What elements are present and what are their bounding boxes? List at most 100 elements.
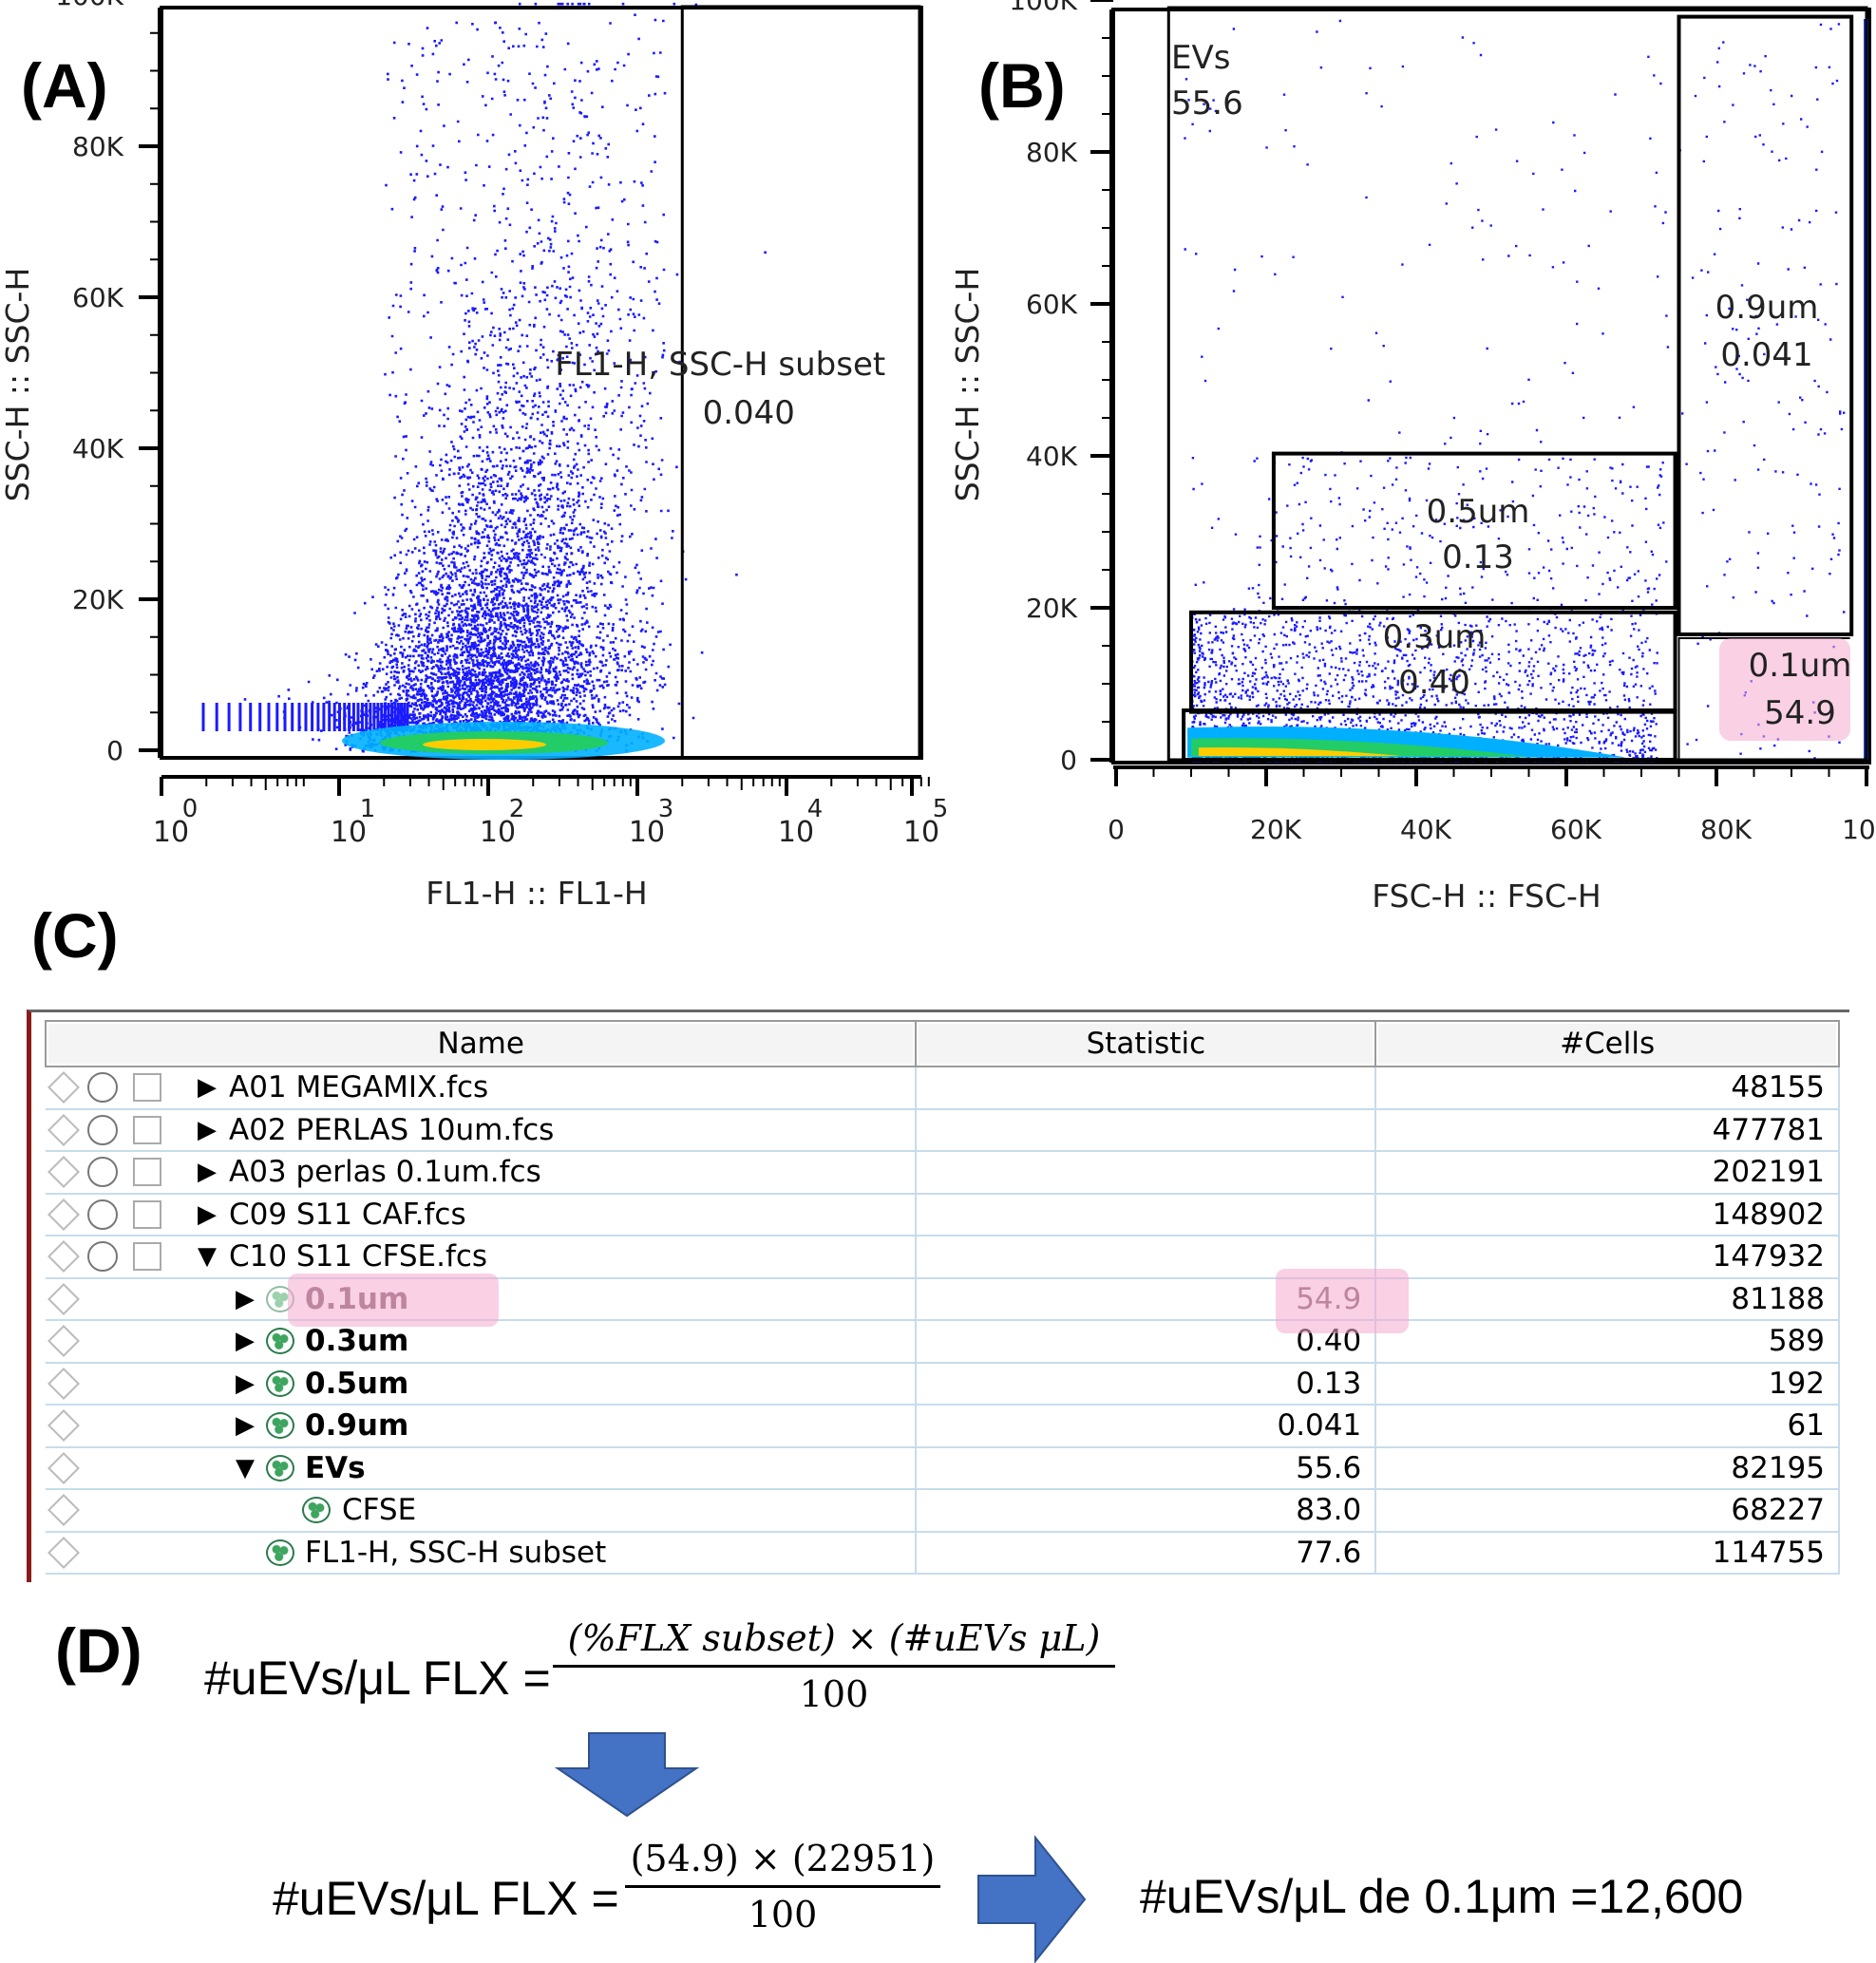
header-name[interactable]: Name — [44, 1020, 918, 1067]
cell-count: 147932 — [1375, 1236, 1840, 1279]
panel-label-d: (D) — [55, 1615, 142, 1686]
plot-a-x-tick-exponent: 0 — [182, 795, 199, 823]
circle-icon[interactable] — [87, 1072, 118, 1104]
plot-b-gates: EVs 55.6 0.9um 0.041 0.5um 0.13 0.3um 0.40 0.1um… — [1166, 6, 1868, 762]
header-statistic[interactable]: Statistic — [915, 1020, 1377, 1067]
cell-statistic — [916, 1151, 1377, 1195]
plot-a-low-channel-comb — [201, 703, 409, 731]
plot-a-dots — [201, 2, 767, 760]
right-arrow-icon — [977, 1835, 1087, 1963]
gate-icon — [266, 1369, 294, 1397]
plot-a-y-tick-label: 20K — [72, 584, 124, 615]
row-name-label: EVs — [305, 1450, 366, 1485]
circle-icon[interactable] — [87, 1199, 118, 1230]
cell-count: 61 — [1375, 1405, 1840, 1448]
table-row[interactable]: FL1-H, SSC-H subset 77.6 114755 — [46, 1531, 1840, 1575]
panel-label-c: (C) — [31, 900, 119, 971]
plot-b-x-tick-label: 20K — [1250, 814, 1302, 845]
expand-arrow-icon[interactable]: ▶ — [236, 1368, 255, 1398]
expand-arrow-icon[interactable]: ▶ — [198, 1158, 217, 1187]
cell-name[interactable]: ▼ EVs — [46, 1446, 918, 1490]
header-cells[interactable]: #Cells — [1374, 1020, 1840, 1067]
scatter-plot-b: 0 20K 40K 60K 80K 100K 0 20K 40K 60K 80K 100K EVs 55… — [949, 0, 1876, 915]
cell-name[interactable]: ▶ A03 perlas 0.1um.fcs — [46, 1151, 918, 1195]
table-row[interactable]: ▼ C10 S11 CFSE.fcs 147932 — [46, 1236, 1840, 1279]
expand-arrow-icon[interactable]: ▶ — [198, 1073, 217, 1103]
checkbox-icon[interactable] — [133, 1242, 161, 1272]
plot-b-y-tick-label: 0 — [1060, 745, 1077, 776]
cell-name[interactable]: ▶ 0.5um — [46, 1362, 918, 1406]
highlight-statistic-54-9 — [1276, 1269, 1409, 1333]
checkbox-icon[interactable] — [133, 1158, 161, 1187]
circle-icon[interactable] — [87, 1157, 118, 1188]
plot-b-y-tick-label: 100K — [1009, 0, 1077, 16]
expand-arrow-icon[interactable]: ▶ — [198, 1115, 217, 1144]
cell-count: 202191 — [1375, 1151, 1840, 1195]
formula-general-denominator: 100 — [799, 1673, 869, 1715]
collapse-arrow-icon[interactable]: ▼ — [198, 1242, 217, 1272]
table-row[interactable]: ▶ 0.5um 0.13 192 — [46, 1362, 1840, 1406]
formula-applied-numerator: (54.9) × (22951) — [630, 1838, 936, 1879]
cell-name[interactable]: FL1-H, SSC-H subset — [46, 1531, 918, 1575]
plot-a-x-tick-label: 10 — [331, 816, 367, 849]
cell-name[interactable]: ▶ 0.3um — [46, 1320, 918, 1364]
highlight-name-0-1um — [288, 1274, 499, 1327]
formula-result: #uEVs/μL de 0.1μm =12,600 — [1140, 1870, 1744, 1923]
checkbox-icon[interactable] — [133, 1073, 161, 1103]
table-row[interactable]: ▶ 0.9um 0.041 61 — [46, 1405, 1840, 1448]
plot-a-gate — [680, 5, 921, 760]
expand-arrow-icon[interactable]: ▶ — [236, 1284, 255, 1313]
plot-b-gate — [1182, 708, 1677, 762]
cell-name[interactable]: ▶ A02 PERLAS 10um.fcs — [46, 1108, 918, 1152]
panel-label-a: (A) — [21, 50, 108, 121]
table-row[interactable]: ▶ A01 MEGAMIX.fcs 48155 — [46, 1066, 1840, 1110]
expand-arrow-icon[interactable]: ▶ — [198, 1199, 217, 1229]
cell-count: 81188 — [1375, 1277, 1840, 1321]
circle-icon[interactable] — [87, 1241, 118, 1273]
checkbox-icon[interactable] — [133, 1199, 161, 1229]
plot-a-x-tick-label: 10 — [778, 816, 814, 849]
cell-count: 114755 — [1375, 1531, 1840, 1575]
plot-a-x-tick-exponent: 3 — [658, 795, 674, 823]
table-header-row: Name Statistic #Cells — [44, 1020, 1840, 1067]
table-row[interactable]: ▼ EVs 55.6 82195 — [46, 1446, 1840, 1490]
cell-name[interactable]: CFSE — [46, 1489, 918, 1533]
gate-icon — [302, 1497, 331, 1524]
plot-b-gate — [1677, 14, 1854, 637]
plot-a-y-tick-label: 40K — [72, 433, 124, 464]
table-row[interactable]: ▶ A02 PERLAS 10um.fcs 477781 — [46, 1108, 1840, 1152]
expand-arrow-icon[interactable]: ▶ — [236, 1327, 255, 1356]
plot-a-y-tick-label: 80K — [72, 131, 124, 162]
formula-applied-bar — [625, 1885, 940, 1888]
plot-b-gate-value: 0.13 — [1442, 538, 1514, 576]
cell-statistic: 0.041 — [916, 1405, 1377, 1448]
expand-arrow-icon[interactable]: ▶ — [236, 1411, 255, 1441]
plot-b-y-tick-label: 60K — [1026, 289, 1078, 320]
plot-b-x-tick-label: 80K — [1700, 814, 1753, 845]
cell-name[interactable]: ▶ A01 MEGAMIX.fcs — [46, 1066, 918, 1110]
panel-label-b: (B) — [978, 50, 1066, 121]
table-row[interactable]: ▶ A03 perlas 0.1um.fcs 202191 — [46, 1151, 1840, 1195]
plot-a-event-dots — [243, 2, 767, 753]
plot-a-gate-name: FL1-H, SSC-H subset — [555, 346, 885, 384]
cell-count: 192 — [1375, 1362, 1840, 1406]
plot-a-x-tick-exponent: 1 — [360, 795, 376, 823]
plot-b-x-tick-label: 40K — [1400, 814, 1452, 845]
collapse-arrow-icon[interactable]: ▼ — [236, 1453, 255, 1482]
table-row[interactable]: CFSE 83.0 68227 — [46, 1489, 1840, 1533]
plot-b-xlabel: FSC-H :: FSC-H — [1372, 878, 1601, 915]
cell-count: 477781 — [1375, 1108, 1840, 1152]
plot-b-gate-value: 54.9 — [1764, 694, 1836, 732]
row-name-label: FL1-H, SSC-H subset — [305, 1535, 607, 1570]
cell-name[interactable]: ▶ 0.9um — [46, 1405, 918, 1448]
cell-count: 148902 — [1375, 1193, 1840, 1236]
plot-a-x-tick-exponent: 5 — [933, 795, 949, 823]
plot-b-ylabel: SSC-H :: SSC-H — [949, 268, 986, 502]
plot-a-x-tick-label: 10 — [903, 816, 939, 849]
circle-icon[interactable] — [87, 1114, 118, 1145]
cell-name[interactable]: ▶ C09 S11 CAF.fcs — [46, 1193, 918, 1236]
checkbox-icon[interactable] — [133, 1115, 161, 1144]
table-row[interactable]: ▶ C09 S11 CAF.fcs 148902 — [46, 1193, 1840, 1236]
plot-b-gate-name: 0.9um — [1715, 289, 1819, 327]
